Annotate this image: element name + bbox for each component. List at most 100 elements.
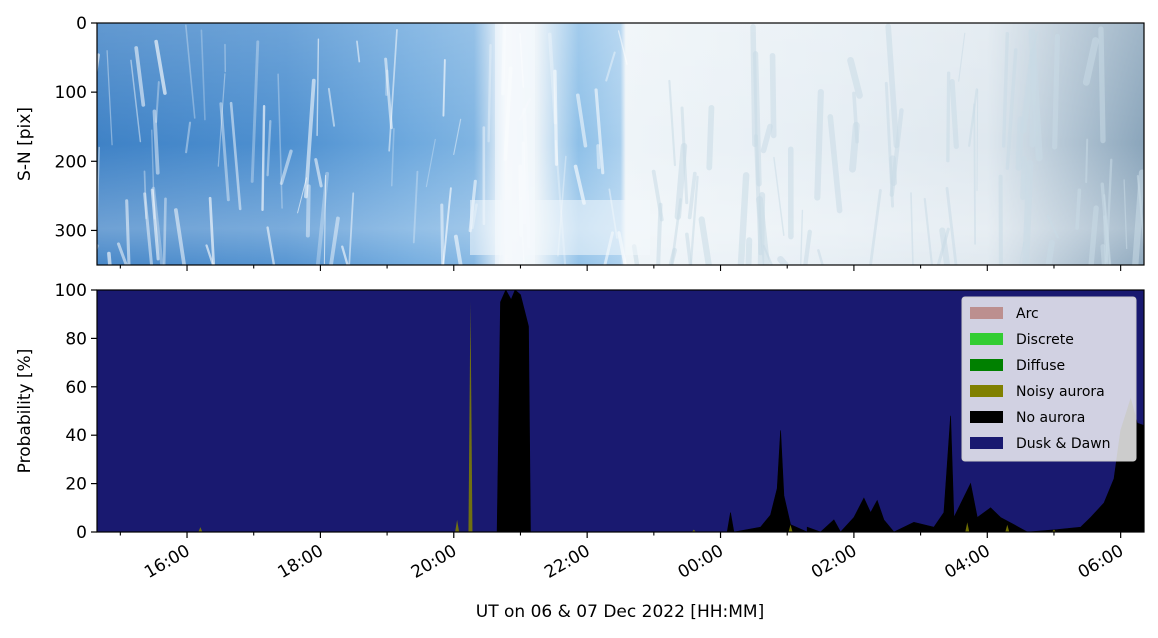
noisy-aurora-spike xyxy=(965,522,970,532)
legend-label: Arc xyxy=(1016,306,1039,322)
keogram-streak xyxy=(685,232,693,265)
keogram-streak xyxy=(277,73,283,209)
keogram-streak xyxy=(487,43,492,143)
keogram-streak xyxy=(668,247,677,265)
keogram-streak xyxy=(769,52,777,139)
keogram-streak xyxy=(134,46,146,107)
legend-label: No aurora xyxy=(1016,410,1085,426)
keogram-streak xyxy=(316,38,320,137)
keogram-streak xyxy=(1029,64,1037,148)
keogram-streak xyxy=(261,105,266,212)
keogram-streak xyxy=(323,174,327,265)
probability-frame xyxy=(96,289,1145,533)
legend-label: Discrete xyxy=(1016,332,1074,348)
keogram-streak xyxy=(594,88,605,175)
probability-y-tick-label: 0 xyxy=(76,523,87,543)
keogram-streak xyxy=(910,192,914,265)
keogram-streak xyxy=(1005,48,1018,170)
keogram-streak xyxy=(151,186,164,265)
keogram-streak xyxy=(341,245,349,265)
keogram-streak xyxy=(200,29,206,121)
probability-panel: 0 20 40 60 80 100 16:00 18:00 20:00 22:00 00:00 02… xyxy=(15,281,1145,622)
keogram-streak xyxy=(217,73,226,167)
keogram-streak xyxy=(1082,37,1099,86)
keogram-streak xyxy=(773,156,785,236)
keogram-frame xyxy=(96,22,1145,266)
keogram-streak xyxy=(205,244,215,265)
legend-swatch xyxy=(970,411,1003,423)
keogram-streak xyxy=(617,30,628,65)
keogram-streak xyxy=(737,172,750,265)
keogram-streak xyxy=(384,57,393,130)
keogram-streak xyxy=(412,170,419,244)
keogram-panel: 0 100 200 300 S-N [pix] xyxy=(15,14,1145,271)
keogram-streak xyxy=(130,59,142,143)
keogram-streak xyxy=(305,184,311,238)
keogram-streak xyxy=(125,199,131,265)
keogram-streak xyxy=(143,170,148,220)
keogram-x-ticks xyxy=(119,265,1122,271)
keogram-streak xyxy=(687,171,697,220)
legend-label: Noisy aurora xyxy=(1016,384,1105,400)
keogram-streak xyxy=(1132,169,1144,265)
keogram-streak xyxy=(946,71,951,163)
keogram-streak xyxy=(143,192,154,265)
keogram-streak xyxy=(939,227,951,265)
legend-swatch xyxy=(970,385,1003,397)
keogram-streak xyxy=(442,58,446,117)
probability-x-tick-label: 06:00 xyxy=(1075,541,1127,583)
keogram-streak xyxy=(97,244,99,252)
keogram-streak xyxy=(297,177,308,214)
keogram-streak xyxy=(440,203,445,265)
keogram-streak xyxy=(1123,179,1128,250)
keogram-streak xyxy=(1098,26,1106,144)
keogram-streak xyxy=(388,28,398,152)
keogram-streak xyxy=(185,24,196,119)
keogram-streak xyxy=(973,103,976,245)
keogram-streak xyxy=(152,109,160,175)
keogram-image xyxy=(97,23,1144,265)
keogram-streak xyxy=(185,121,192,154)
probability-x-tick-label: 02:00 xyxy=(808,541,860,583)
keogram-streak xyxy=(814,88,824,201)
keogram-streak xyxy=(348,192,355,265)
noisy-aurora-spike xyxy=(468,302,473,532)
keogram-streak xyxy=(1001,32,1010,148)
keogram-streak xyxy=(576,93,588,148)
series-noisy-aurora-marks xyxy=(198,302,1056,532)
keogram-streak xyxy=(442,187,452,265)
legend-label: Diffuse xyxy=(1016,358,1065,374)
legend-swatch xyxy=(970,359,1003,371)
probability-y-tick-label: 40 xyxy=(65,426,87,446)
keogram-streak xyxy=(605,51,616,82)
keogram-streak xyxy=(356,40,361,63)
keogram-streak xyxy=(803,229,812,265)
keogram-streak xyxy=(668,79,676,167)
keogram-streak xyxy=(1015,116,1024,171)
noisy-aurora-spike xyxy=(455,519,460,532)
probability-y-label: Probability [%] xyxy=(15,349,35,474)
keogram-streak xyxy=(1088,205,1099,265)
keogram-streak xyxy=(154,39,167,95)
keogram-streak xyxy=(777,255,789,265)
keogram-streak xyxy=(162,197,167,265)
noisy-aurora-spike xyxy=(691,529,696,532)
keogram-streak xyxy=(680,106,689,205)
keogram-streak xyxy=(976,89,979,192)
series-no-aurora-area xyxy=(97,290,1144,532)
keogram-streak xyxy=(155,81,160,123)
keogram-streak xyxy=(596,144,601,170)
keogram-streak xyxy=(548,32,558,125)
probability-y-tick-label: 20 xyxy=(65,475,87,495)
legend-swatch xyxy=(970,333,1003,345)
keogram-streak xyxy=(327,87,336,127)
probability-x-ticks: 16:00 18:00 20:00 22:00 00:00 02:00 04:00 06:00 xyxy=(119,532,1127,583)
keogram-streak xyxy=(1046,214,1059,239)
keogram-streak xyxy=(827,114,843,214)
keogram-streak xyxy=(752,51,762,187)
keogram-streak xyxy=(425,138,436,188)
keogram-streak xyxy=(279,149,293,185)
keogram-streak xyxy=(817,249,824,265)
keogram-streak xyxy=(923,197,933,265)
keogram-streak xyxy=(949,78,959,150)
